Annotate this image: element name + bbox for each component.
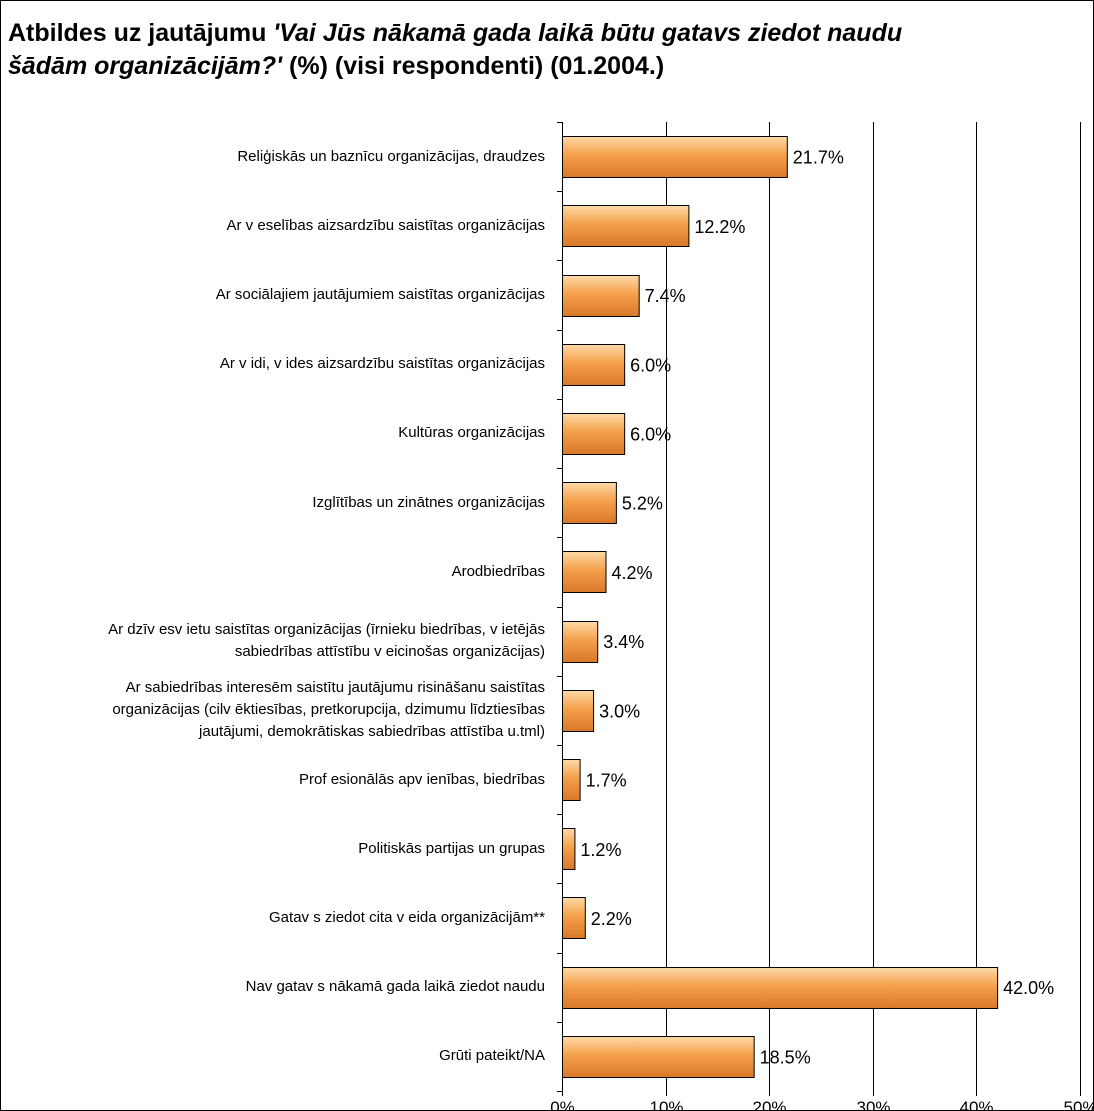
category-label-line: Ar sociālajiem jautājumiem saistītas org… (215, 286, 545, 303)
category-label-line: Ar v eselības aizsardzību saistītas orga… (226, 217, 545, 234)
value-label: 2.2% (591, 909, 632, 929)
category-label-line: Grūti pateikt/NA (439, 1047, 545, 1064)
category-label: Ar v idi, v ides aizsardzību saistītas o… (220, 353, 545, 375)
x-tick-label: 50% (1063, 1098, 1093, 1110)
category-label-line: organizācijas (cilv ēktiesības, pretkoru… (112, 701, 545, 718)
category-label: Reliģiskās un baznīcu organizācijas, dra… (237, 146, 545, 168)
bar (562, 482, 617, 524)
value-label: 42.0% (1003, 978, 1054, 998)
category-label-line: Ar dzīv esv ietu saistītas organizācijas… (108, 621, 545, 638)
value-label: 5.2% (622, 494, 663, 514)
bar (562, 205, 690, 247)
title-question: 'Vai Jūs nākamā gada laikā būtu gatavs z… (8, 19, 903, 80)
category-label: Prof esionālās apv ienības, biedrības (299, 769, 545, 791)
bar (562, 344, 626, 386)
bar (562, 136, 788, 178)
value-label: 4.2% (612, 563, 653, 583)
category-label-line: Ar sabiedrības interesēm saistītu jautāj… (125, 679, 545, 696)
bar (562, 828, 576, 870)
category-label-line: Politiskās partijas un grupas (358, 840, 545, 857)
category-label: Politiskās partijas un grupas (358, 838, 545, 860)
x-tick-label: 30% (856, 1098, 890, 1110)
bar (562, 413, 626, 455)
bar (562, 690, 595, 732)
value-label: 18.5% (760, 1047, 811, 1067)
value-label: 3.0% (599, 701, 640, 721)
category-label-line: sabiedrības attīstību v eicinošas organi… (234, 643, 545, 660)
bar (562, 621, 599, 663)
category-label: Ar sabiedrības interesēm saistītu jautāj… (112, 677, 545, 743)
x-tick-label: 20% (752, 1098, 786, 1110)
category-label-line: Nav gatav s nākamā gada laikā ziedot nau… (245, 978, 545, 995)
category-label: Nav gatav s nākamā gada laikā ziedot nau… (246, 976, 545, 998)
category-label: Ar dzīv esv ietu saistītas organizācijas… (108, 619, 545, 663)
bar (562, 759, 581, 801)
value-label: 6.0% (630, 355, 671, 375)
category-label: Izglītības un zinātnes organizācijas (312, 492, 545, 514)
category-label-line: Gatav s ziedot cita v eida organizācijām… (269, 909, 545, 926)
value-label: 1.7% (586, 771, 627, 791)
category-label: Ar sociālajiem jautājumiem saistītas org… (216, 284, 545, 306)
value-label: 12.2% (694, 217, 745, 237)
category-label: Ar v eselības aizsardzību saistītas orga… (227, 215, 545, 237)
category-label-line: Arodbiedrības (451, 563, 545, 580)
value-label: 3.4% (603, 632, 644, 652)
category-label: Gatav s ziedot cita v eida organizācijām… (269, 907, 545, 929)
x-tick-label: 40% (959, 1098, 993, 1110)
x-tick-label: 0% (550, 1098, 575, 1110)
category-label-line: Izglītības un zinātnes organizācijas (312, 494, 545, 511)
category-label: Arodbiedrības (452, 561, 545, 583)
category-label: Grūti pateikt/NA (439, 1045, 545, 1067)
bar (562, 897, 586, 939)
title-prefix: Atbildes uz jautājumu (8, 19, 274, 47)
category-label-line: Reliģiskās un baznīcu organizācijas, dra… (237, 148, 545, 165)
category-label: Kultūras organizācijas (398, 422, 545, 444)
x-tick-label: 10% (649, 1098, 683, 1110)
title-suffix: (%) (visi respondenti) (01.2004.) (282, 52, 665, 80)
category-label-line: Ar v idi, v ides aizsardzību saistītas o… (219, 355, 545, 372)
bar (562, 1036, 755, 1078)
category-label-line: Kultūras organizācijas (398, 424, 545, 441)
value-label: 6.0% (630, 424, 671, 444)
bar (562, 551, 607, 593)
bar (562, 967, 999, 1009)
category-label-line: jautājumi, demokrātiskas sabiedrības att… (199, 723, 545, 740)
value-label: 1.2% (580, 840, 621, 860)
value-label: 21.7% (793, 148, 844, 168)
value-label: 7.4% (645, 286, 686, 306)
chart-title: Atbildes uz jautājumu 'Vai Jūs nākamā ga… (8, 17, 908, 83)
category-label-line: Prof esionālās apv ienības, biedrības (299, 771, 545, 788)
bar (562, 275, 640, 317)
